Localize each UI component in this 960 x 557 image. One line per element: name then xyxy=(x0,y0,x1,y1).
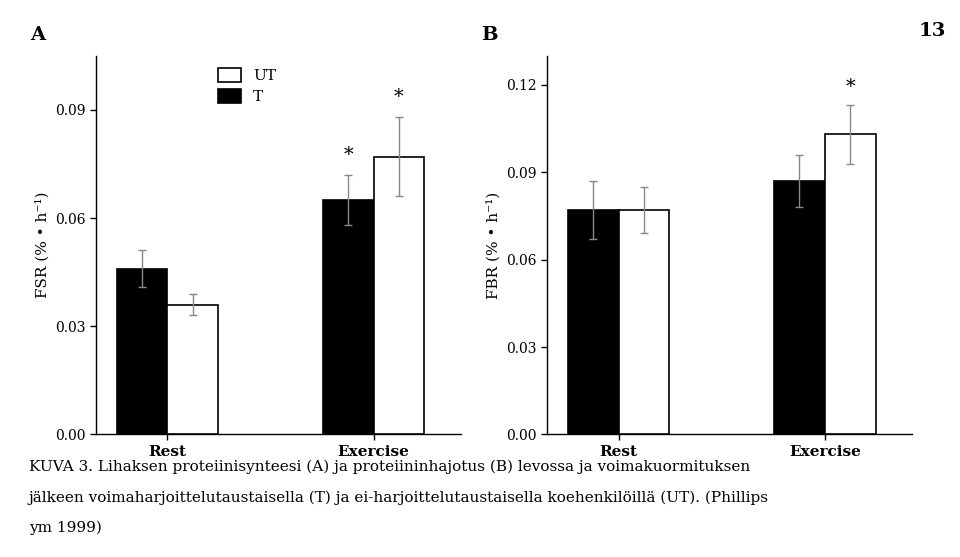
Bar xyxy=(567,210,618,434)
Y-axis label: FSR (% • h⁻¹): FSR (% • h⁻¹) xyxy=(36,192,50,299)
Text: *: * xyxy=(395,88,404,106)
Legend: UT, T: UT, T xyxy=(213,63,280,109)
Bar xyxy=(825,134,876,434)
Bar xyxy=(774,181,825,434)
Text: A: A xyxy=(31,26,45,45)
Bar xyxy=(116,268,167,434)
Text: *: * xyxy=(344,146,353,164)
Bar xyxy=(373,157,424,434)
Text: *: * xyxy=(846,79,855,96)
Text: ym 1999): ym 1999) xyxy=(29,521,102,535)
Text: B: B xyxy=(482,26,498,45)
Y-axis label: FBR (% • h⁻¹): FBR (% • h⁻¹) xyxy=(487,192,500,299)
Text: KUVA 3. Lihaksen proteiinisynteesi (A) ja proteiininhajotus (B) levossa ja voima: KUVA 3. Lihaksen proteiinisynteesi (A) j… xyxy=(29,460,750,474)
Text: jälkeen voimaharjoittelutaustaisella (T) ja ei-harjoittelutaustaisella koehenkil: jälkeen voimaharjoittelutaustaisella (T)… xyxy=(29,490,769,505)
Bar xyxy=(618,210,669,434)
Bar xyxy=(167,305,218,434)
Text: 13: 13 xyxy=(918,22,946,40)
Bar xyxy=(323,200,373,434)
